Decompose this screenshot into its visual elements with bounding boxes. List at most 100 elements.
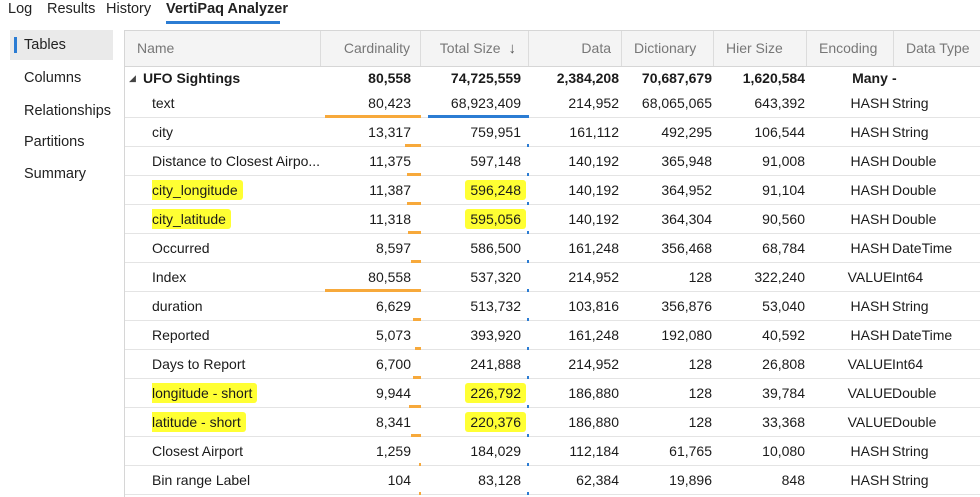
table-row[interactable]: Index 80,558 537,320 214,952 128 322,240 VALUE… — [125, 263, 980, 292]
cardinality-value: 104 — [387, 472, 411, 488]
column-name: latitude - short — [152, 412, 246, 432]
total-size-value: 184,029 — [470, 443, 521, 459]
column-name-cell: latitude - short — [152, 408, 320, 437]
side-item-partitions[interactable]: Partitions — [24, 134, 85, 150]
table-row[interactable]: longitude - short 9,944 226,792 186,880 128 3… — [125, 379, 980, 408]
dictionary-size-value: 192,080 — [661, 327, 712, 343]
cardinality-bar — [419, 463, 421, 466]
cardinality-value: 8,341 — [375, 414, 411, 430]
collapse-triangle-icon[interactable]: ◢ — [129, 73, 136, 83]
tab-vertipaq-analyzer[interactable]: VertiPaq Analyzer — [166, 1, 288, 17]
column-name: city — [152, 124, 173, 140]
table-name: UFO Sightings — [143, 70, 241, 86]
table-row[interactable]: Days to Report 6,700 241,888 214,952 128 26,8… — [125, 350, 980, 379]
cardinality-value: 11,387 — [369, 182, 411, 198]
table-row[interactable]: Bin range Label 104 83,128 62,384 19,896 848 H… — [125, 466, 980, 495]
data-size-value: 214,952 — [568, 356, 619, 372]
column-header-total-size[interactable]: Total Size ↓ — [421, 31, 529, 66]
table-row[interactable]: Reported 5,073 393,920 161,248 192,080 40,592… — [125, 321, 980, 350]
total-size-value: 83,128 — [478, 472, 521, 488]
data-size-value: 140,192 — [568, 211, 619, 227]
cardinality-value: 80,558 — [368, 269, 411, 285]
encoding-value: HASH — [850, 443, 890, 459]
table-row[interactable]: latitude - short 8,341 220,376 186,880 128 33… — [125, 408, 980, 437]
cardinality-bar — [325, 115, 421, 118]
cardinality-value: 6,629 — [375, 298, 411, 314]
table-encoding: Many — [852, 70, 888, 86]
table-row[interactable]: ◢ UFO Sightings 80,558 74,725,559 2,384,… — [125, 67, 980, 90]
table-row[interactable]: city 13,317 759,951 161,112 492,295 106,544 HA… — [125, 118, 980, 147]
cardinality-bar — [411, 434, 421, 437]
column-header-encoding[interactable]: Encoding — [807, 31, 894, 66]
dictionary-size-value: 128 — [688, 385, 712, 401]
column-name-cell: longitude - short — [152, 379, 320, 408]
side-item-tables[interactable]: Tables — [10, 30, 113, 60]
tab-history[interactable]: History — [106, 1, 152, 17]
encoding-value: HASH — [850, 95, 890, 111]
tab-log[interactable]: Log — [8, 1, 33, 17]
column-name-cell: city_latitude — [152, 205, 320, 234]
column-header-dictionary[interactable]: Dictionary — [622, 31, 714, 66]
data-size-value: 62,384 — [576, 472, 619, 488]
total-size-value: 595,056 — [465, 209, 526, 229]
dictionary-size-value: 19,896 — [669, 472, 712, 488]
cardinality-bar — [325, 289, 421, 292]
data-type-value: Double — [892, 414, 937, 430]
total-size-bar — [527, 289, 529, 292]
dictionary-size-value: 356,468 — [661, 240, 712, 256]
table-row[interactable]: city_latitude 11,318 595,056 140,192 364,304… — [125, 205, 980, 234]
data-type-value: DateTime — [892, 327, 953, 343]
cardinality-bar — [413, 376, 421, 379]
cardinality-bar — [408, 231, 421, 234]
data-size-value: 161,248 — [568, 240, 619, 256]
column-header-hier-size[interactable]: Hier Size — [714, 31, 807, 66]
column-header-data[interactable]: Data — [529, 31, 622, 66]
cardinality-value: 80,423 — [368, 95, 411, 111]
total-size-label: Total Size — [439, 40, 501, 56]
column-header-name[interactable]: Name — [125, 31, 321, 66]
hier-size-value: 53,040 — [762, 298, 805, 314]
hier-size-value: 10,080 — [762, 443, 805, 459]
data-type-value: Double — [892, 385, 937, 401]
total-size-bar — [527, 260, 529, 263]
tab-results[interactable]: Results — [47, 1, 96, 17]
table-row[interactable]: Closest Airport 1,259 184,029 112,184 61,765… — [125, 437, 980, 466]
hier-size-value: 91,104 — [762, 182, 805, 198]
total-size-value-cell: 226,792 — [421, 379, 531, 408]
column-name: Distance to Closest Airpo... — [152, 153, 320, 169]
table-row[interactable]: duration 6,629 513,732 103,816 356,876 53,040… — [125, 292, 980, 321]
data-type-value: Double — [892, 153, 937, 169]
dictionary-size-value: 128 — [688, 414, 712, 430]
column-name: Reported — [152, 327, 210, 343]
data-size-value: 161,112 — [569, 124, 619, 140]
side-item-summary[interactable]: Summary — [24, 166, 87, 182]
total-size-value: 759,951 — [470, 124, 521, 140]
column-header-data-type[interactable]: Data Type — [906, 40, 970, 56]
side-item-relationships[interactable]: Relationships — [24, 103, 112, 119]
top-tab-bar: Log Results History VertiPaq Analyzer — [0, 0, 980, 26]
data-size-value: 186,880 — [568, 385, 619, 401]
dictionary-size-value: 365,948 — [661, 153, 712, 169]
column-name: Bin range Label — [152, 472, 251, 488]
vertipaq-grid: Name Cardinality Total Size ↓ Data Dictio… — [124, 30, 980, 497]
table-row[interactable]: text 80,423 68,923,409 214,952 68,065,065 643… — [125, 89, 980, 118]
table-row[interactable]: Occurred 8,597 586,500 161,248 356,468 68,784… — [125, 234, 980, 263]
table-row[interactable]: city_longitude 11,387 596,248 140,192 364,95… — [125, 176, 980, 205]
table-row[interactable]: Distance to Closest Airpo... 11,375 597,14… — [125, 147, 980, 176]
arrow-down-icon: ↓ — [508, 40, 517, 57]
total-size-bar — [527, 376, 529, 379]
data-size-value: 214,952 — [568, 95, 619, 111]
hier-size-value: 40,592 — [762, 327, 805, 343]
total-size-bar — [527, 434, 529, 437]
dictionary-size-value: 128 — [688, 356, 712, 372]
total-size-bar — [527, 231, 529, 234]
encoding-value: VALUE — [847, 269, 893, 285]
cardinality-value: 6,700 — [375, 356, 411, 372]
cardinality-bar — [415, 347, 421, 350]
column-header-cardinality[interactable]: Cardinality — [321, 31, 421, 66]
hier-size-value: 643,392 — [754, 95, 805, 111]
total-size-value-cell: 596,248 — [421, 176, 531, 205]
data-size-value: 161,248 — [568, 327, 619, 343]
side-item-columns[interactable]: Columns — [24, 70, 82, 86]
data-type-value: String — [892, 124, 929, 140]
